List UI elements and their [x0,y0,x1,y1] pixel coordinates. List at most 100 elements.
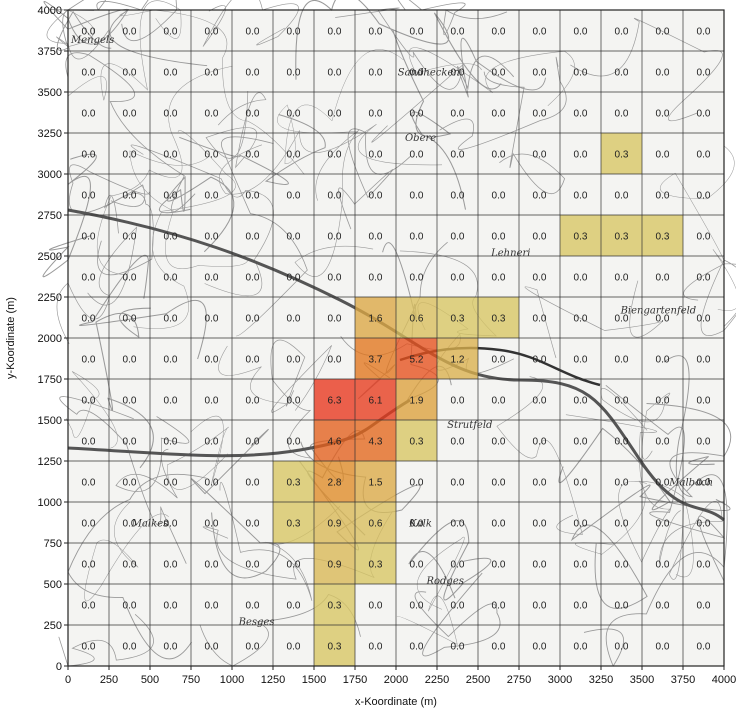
contour-line [67,0,182,101]
x-axis: 0 250 500 750 1000 1250 1500 1750 2000 2250 2500 27… [65,666,736,686]
cell-value: 0.0 [369,27,383,38]
x-tick-label: 2500 [466,674,490,686]
cell-value: 0.0 [451,68,465,79]
cell-value: 0.0 [492,109,506,120]
cell-value: 0.0 [328,273,342,284]
cell-value: 0.0 [697,642,711,653]
cell-value: 0.0 [533,519,547,530]
cell-value: 0.0 [574,437,588,448]
cell-value: 0.0 [615,396,629,407]
cell-value: 0.0 [492,642,506,653]
cell-value: 0.0 [492,478,506,489]
contour-line [658,501,723,580]
cell-value: 0.0 [287,355,301,366]
cell-value: 0.0 [533,437,547,448]
cell-value: 0.0 [492,232,506,243]
contour-line [457,37,547,98]
x-tick-label: 3250 [589,674,613,686]
cell-value: 0.0 [82,519,96,530]
y-tick-label: 3000 [38,169,62,181]
cell-value: 0.0 [287,560,301,571]
y-tick-label: 2250 [38,292,62,304]
contour-line [133,130,236,329]
contour-line [439,56,567,150]
place-name: Besges [238,617,275,628]
cell-value: 0.0 [656,355,670,366]
cell-value: 0.0 [656,396,670,407]
contour-line [218,124,443,195]
cell-value: 0.0 [574,27,588,38]
cell-value: 0.0 [697,109,711,120]
cell-value: 0.0 [287,232,301,243]
cell-value: 0.0 [369,601,383,612]
heatmap-cell [478,297,519,338]
cell-value: 0.0 [533,68,547,79]
cell-value: 0.0 [82,273,96,284]
cell-value: 0.0 [615,560,629,571]
cell-value: 0.0 [82,27,96,38]
x-axis-title: x-Koordinate (m) [355,696,437,708]
cell-value: 0.0 [205,437,219,448]
cell-value: 0.0 [123,314,137,325]
contour-line [191,429,281,579]
cell-value: 0.0 [656,109,670,120]
cell-value: 0.0 [615,27,629,38]
cell-value: 0.0 [246,437,260,448]
cell-value: 0.0 [82,355,96,366]
cell-value: 0.0 [369,642,383,653]
cell-value: 0.0 [533,27,547,38]
place-name: Biengartenfeld [620,305,697,316]
cell-value: 0.0 [615,478,629,489]
cell-value: 5.2 [410,355,424,366]
heatmap-cell [601,215,642,256]
cell-value: 0.0 [246,150,260,161]
cell-value: 0.0 [697,314,711,325]
cell-value: 0.3 [328,642,342,653]
cell-value: 0.0 [656,314,670,325]
x-tick-label: 1250 [261,674,285,686]
cell-value: 0.0 [246,68,260,79]
cell-value: 0.0 [82,232,96,243]
cell-value: 0.0 [123,396,137,407]
cell-value: 0.0 [451,642,465,653]
cell-value: 0.0 [328,232,342,243]
cell-value: 0.0 [697,519,711,530]
cell-value: 0.0 [246,273,260,284]
cell-value: 0.3 [492,314,506,325]
cell-value: 0.0 [410,519,424,530]
cell-value: 0.0 [123,478,137,489]
cell-value: 0.0 [492,519,506,530]
cell-value: 0.0 [492,396,506,407]
contour-line [408,520,492,601]
y-tick-label: 2000 [38,333,62,345]
x-tick-label: 1000 [220,674,244,686]
place-name-labels: Mengels Sandhecken Obere Lehneri Biengartenf… [70,35,713,628]
cell-value: 0.0 [205,232,219,243]
cell-value: 0.0 [164,519,178,530]
x-tick-label: 1500 [302,674,326,686]
x-tick-label: 250 [100,674,118,686]
cell-value: 0.0 [533,150,547,161]
heatmap-cell [355,338,396,379]
cell-value: 0.0 [369,191,383,202]
cell-value: 0.0 [574,560,588,571]
y-tick-label: 0 [56,661,62,673]
cell-value: 0.0 [246,396,260,407]
cell-value: 0.0 [533,396,547,407]
cell-value: 0.0 [246,314,260,325]
cell-value: 0.0 [164,27,178,38]
cell-value: 0.0 [492,150,506,161]
contour-line [397,0,508,35]
cell-value: 0.0 [164,642,178,653]
heatmap-cell [273,461,314,502]
cell-value: 0.0 [205,519,219,530]
cell-value: 0.0 [164,560,178,571]
x-tick-label: 2000 [384,674,408,686]
cell-value: 0.0 [574,396,588,407]
cell-value: 0.0 [656,273,670,284]
contour-line [167,415,229,490]
cell-value: 0.0 [574,642,588,653]
contour-line [392,29,467,210]
cell-value: 0.0 [369,232,383,243]
cell-value: 0.6 [369,519,383,530]
